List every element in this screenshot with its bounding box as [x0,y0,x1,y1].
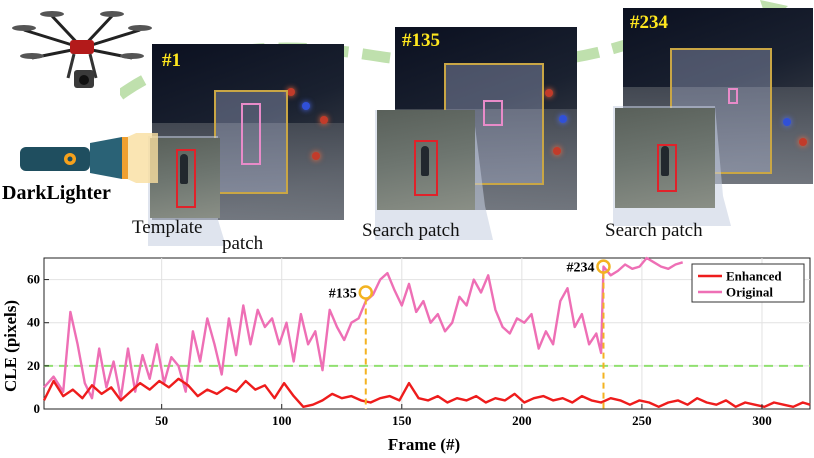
cle-line-chart: #135 #234 50 100 150 200 250 300 0 20 40 60 Frame … [1,256,811,454]
frame-caption-135: Search patch [362,220,460,241]
enhanced-tracker-box [657,144,677,192]
x-tick-label: 250 [632,413,652,428]
frame-caption-234: Search patch [605,220,703,241]
legend-label: Enhanced [726,269,782,284]
template-patch [150,138,220,218]
drone-icon [12,11,152,88]
enhanced-tracker-box [176,149,196,208]
y-tick-label: 20 [27,358,40,373]
series-line-enhanced [42,377,811,409]
x-tick-label: 150 [392,413,412,428]
y-tick-label: 60 [27,272,40,287]
frame-label-135: #135 [402,30,440,51]
video-frame-1 [152,44,344,220]
flashlight-icon [20,133,158,183]
marker-label: #234 [566,261,594,276]
x-tick-label: 100 [272,413,292,428]
frame-label-234: #234 [630,12,668,33]
brand-label: DarkLighter [2,182,111,204]
marker-circle [596,259,611,274]
y-tick-label: 40 [27,315,40,330]
original-tracker-box [728,88,738,104]
frame-caption-1b: patch [222,233,264,254]
x-tick-label: 50 [155,413,168,428]
frame-caption-1a: Template [132,217,203,238]
search-patch-135 [377,110,475,210]
y-tick-label: 0 [34,401,41,416]
frame-markers: #135 #234 [329,259,611,409]
chart-axes: 50 100 150 200 250 300 0 20 40 60 [27,272,772,428]
legend-box [691,263,805,303]
frame-label-1: #1 [162,50,181,71]
search-region-box [214,90,288,194]
x-tick-label: 200 [512,413,532,428]
original-tracker-box [241,103,261,165]
original-tracker-box [483,100,503,126]
legend-label: Original [726,285,773,300]
marker-circle [358,285,374,300]
marker-label: #135 [329,287,357,302]
x-tick-label: 300 [752,413,772,428]
x-axis-label: Frame (#) [388,435,460,454]
enhanced-tracker-box [414,140,438,196]
y-axis-label: CLE (pixels) [1,300,20,392]
